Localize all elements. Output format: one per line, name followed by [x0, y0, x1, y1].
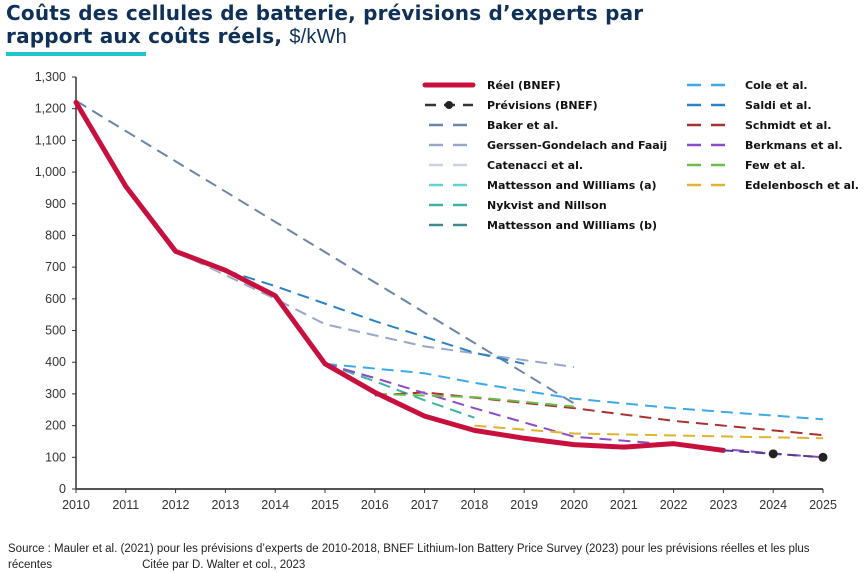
y-tick-label: 900	[45, 197, 66, 211]
legend-label: Réel (BNEF)	[487, 79, 561, 92]
legend-label: Mattesson and Williams (a)	[487, 179, 657, 192]
x-tick-label: 2013	[211, 498, 239, 512]
y-tick-label: 500	[45, 324, 66, 338]
legend-item-cole-et-al: Cole et al.	[687, 79, 808, 92]
y-tick-label: 1,200	[35, 102, 66, 116]
legend-label: Baker et al.	[487, 119, 558, 132]
series-saldi-et-al	[225, 269, 525, 365]
line-chart: 0 100 200 300 400 500 600 700 800 900 1,000 1,100 1,…	[35, 70, 859, 512]
x-tick-label: 2021	[610, 498, 638, 512]
x-tick-label: 2025	[809, 498, 837, 512]
title-accent-bar	[6, 52, 146, 56]
series-cole-et-al	[324, 362, 824, 421]
series-gerssen-gondelach-and-faaij	[175, 250, 575, 368]
series-nykvist-and-nillson	[324, 362, 475, 419]
series-previsions-bnef-marker	[818, 452, 828, 462]
legend-label: Saldi et al.	[745, 99, 812, 112]
series-group	[73, 99, 828, 462]
legend: Réel (BNEF) Prévisions (BNEF) Baker et al.…	[422, 79, 859, 232]
y-tick-label: 400	[45, 355, 66, 369]
title-unit: $/kWh	[289, 26, 347, 48]
legend-item-few-et-al: Few et al.	[687, 159, 805, 172]
legend-label: Catenacci et al.	[487, 159, 583, 172]
legend-label: Mattesson and Williams (b)	[487, 219, 657, 232]
x-tick-label: 2016	[361, 498, 389, 512]
series-baker-et-al	[75, 99, 575, 405]
legend-marker	[445, 101, 453, 109]
x-tick-label: 2024	[759, 498, 787, 512]
legend-item-saldi-et-al: Saldi et al.	[687, 99, 812, 112]
title-line-2: rapport aux coûts réels, $/kWh	[6, 24, 347, 49]
legend-label: Berkmans et al.	[745, 139, 843, 152]
y-tick-label: 100	[45, 450, 66, 464]
legend-item-reel-bnef: Réel (BNEF)	[422, 79, 561, 92]
y-tick-label: 0	[59, 482, 66, 496]
x-tick-label: 2022	[660, 498, 688, 512]
legend-item-mattesson-and-williams-a: Mattesson and Williams (a)	[429, 179, 657, 192]
legend-label: Prévisions (BNEF)	[487, 99, 598, 112]
legend-item-gerssen-gondelach-and-faaij: Gerssen-Gondelach and Faaij	[429, 139, 667, 152]
legend-item-previsions-bnef: Prévisions (BNEF)	[425, 99, 598, 112]
y-tick-label: 1,100	[35, 133, 66, 147]
x-tick-label: 2020	[560, 498, 588, 512]
legend-item-edelenbosch-et-al: Edelenbosch et al.	[687, 179, 859, 192]
x-tick-label: 2017	[411, 498, 439, 512]
legend-label: Gerssen-Gondelach and Faaij	[487, 139, 667, 152]
y-tick-label: 700	[45, 260, 66, 274]
x-tick-label: 2014	[261, 498, 289, 512]
source-note: Source : Mauler et al. (2021) pour les p…	[8, 541, 864, 573]
legend-item-catenacci-et-al: Catenacci et al.	[429, 159, 583, 172]
legend-label: Nykvist and Nillson	[487, 199, 607, 212]
source-text: Source : Mauler et al. (2021) pour les p…	[8, 543, 810, 571]
axes: 0 100 200 300 400 500 600 700 800 900 1,000 1,100 1,…	[35, 70, 837, 512]
legend-label: Schmidt et al.	[745, 119, 831, 132]
legend-item-schmidt-et-al: Schmidt et al.	[687, 119, 831, 132]
x-tick-label: 2011	[112, 498, 139, 512]
y-tick-label: 1,000	[35, 165, 66, 179]
y-tick-label: 1,300	[35, 70, 66, 84]
y-tick-label: 600	[45, 292, 66, 306]
x-tick-label: 2012	[162, 498, 190, 512]
series-reel-bnef	[73, 99, 726, 453]
y-tick-label: 200	[45, 419, 66, 433]
citation-text: Citée par D. Walter et col., 2023	[142, 559, 306, 571]
legend-item-nykvist-and-nillson: Nykvist and Nillson	[429, 199, 607, 212]
series-schmidt-et-al	[374, 391, 824, 437]
y-tick-label: 800	[45, 228, 66, 242]
x-tick-label: 2018	[460, 498, 488, 512]
legend-label: Cole et al.	[745, 79, 808, 92]
x-tick-label: 2023	[709, 498, 737, 512]
legend-label: Few et al.	[745, 159, 805, 172]
series-previsions-bnef-marker	[768, 449, 778, 459]
x-tick-label: 2019	[510, 498, 538, 512]
x-tick-label: 2010	[62, 498, 90, 512]
series-edelenbosch-et-al	[474, 424, 824, 440]
y-tick-label: 300	[45, 387, 66, 401]
legend-item-mattesson-and-williams-b: Mattesson and Williams (b)	[429, 219, 657, 232]
x-tick-label: 2015	[311, 498, 339, 512]
chart-title: Coûts des cellules de batterie, prévisio…	[6, 2, 643, 49]
title-line-1: Coûts des cellules de batterie, prévisio…	[6, 1, 644, 25]
series-few-et-al	[374, 392, 575, 408]
legend-item-baker-et-al: Baker et al.	[429, 119, 558, 132]
legend-label: Edelenbosch et al.	[745, 179, 859, 192]
legend-item-berkmans-et-al: Berkmans et al.	[687, 139, 843, 152]
